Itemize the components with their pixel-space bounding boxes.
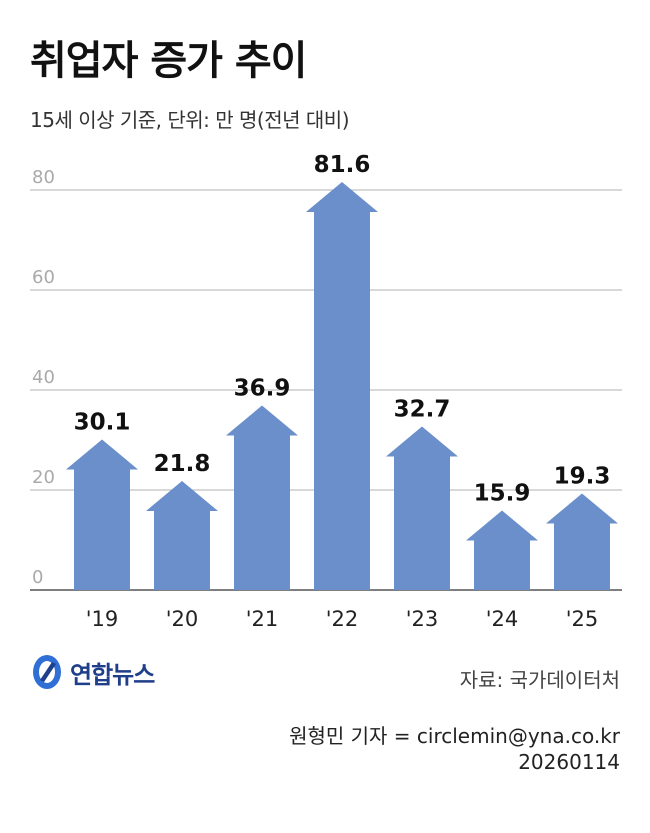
bars	[66, 182, 618, 590]
bar-arrow	[66, 439, 138, 590]
x-tick-label: '21	[246, 607, 279, 631]
value-label: 19.3	[554, 464, 611, 490]
yonhap-logo-icon	[33, 655, 61, 689]
chart-title: 취업자 증가 추이	[30, 38, 307, 84]
x-tick-label: '22	[326, 607, 359, 631]
value-label: 15.9	[474, 481, 531, 507]
y-tick-label: 60	[32, 267, 55, 288]
bar-chart: 0 20 40 60 80 30.1 21.8 36.9 81.6 32.7 15.9 19.3 '…	[30, 152, 622, 631]
brand-name: 연합뉴스	[70, 660, 155, 689]
bar-arrow	[546, 493, 618, 590]
value-label: 32.7	[394, 397, 451, 423]
value-label: 36.9	[234, 376, 291, 402]
brand-logo: 연합뉴스	[30, 652, 155, 692]
x-tick-label: '20	[166, 607, 199, 631]
y-tick-label: 0	[32, 567, 43, 588]
y-tick-label: 20	[32, 467, 55, 488]
y-tick-label: 40	[32, 367, 55, 388]
x-tick-label: '25	[566, 607, 599, 631]
bar-arrow	[466, 510, 538, 590]
bar-arrow	[146, 481, 218, 590]
value-label: 21.8	[154, 451, 211, 477]
chart-subtitle: 15세 이상 기준, 단위: 만 명(전년 대비)	[30, 108, 350, 132]
source-label: 자료: 국가데이터처	[459, 668, 620, 692]
bar-arrow	[306, 182, 378, 590]
bar-arrow	[226, 405, 298, 590]
value-label: 81.6	[314, 152, 371, 178]
x-tick-label: '19	[86, 607, 119, 631]
x-tick-labels: '19 '20 '21 '22 '23 '24 '25	[86, 607, 599, 631]
bar-arrow	[386, 426, 458, 590]
y-tick-labels: 0 20 40 60 80	[32, 167, 55, 588]
x-tick-label: '23	[406, 607, 439, 631]
value-labels: 30.1 21.8 36.9 81.6 32.7 15.9 19.3	[74, 152, 611, 507]
y-tick-label: 80	[32, 167, 55, 188]
reporter-credit: 원형민 기자 = circlemin@yna.co.kr	[289, 724, 620, 748]
value-label: 30.1	[74, 410, 131, 436]
x-tick-label: '24	[486, 607, 519, 631]
date-label: 20260114	[518, 750, 620, 774]
